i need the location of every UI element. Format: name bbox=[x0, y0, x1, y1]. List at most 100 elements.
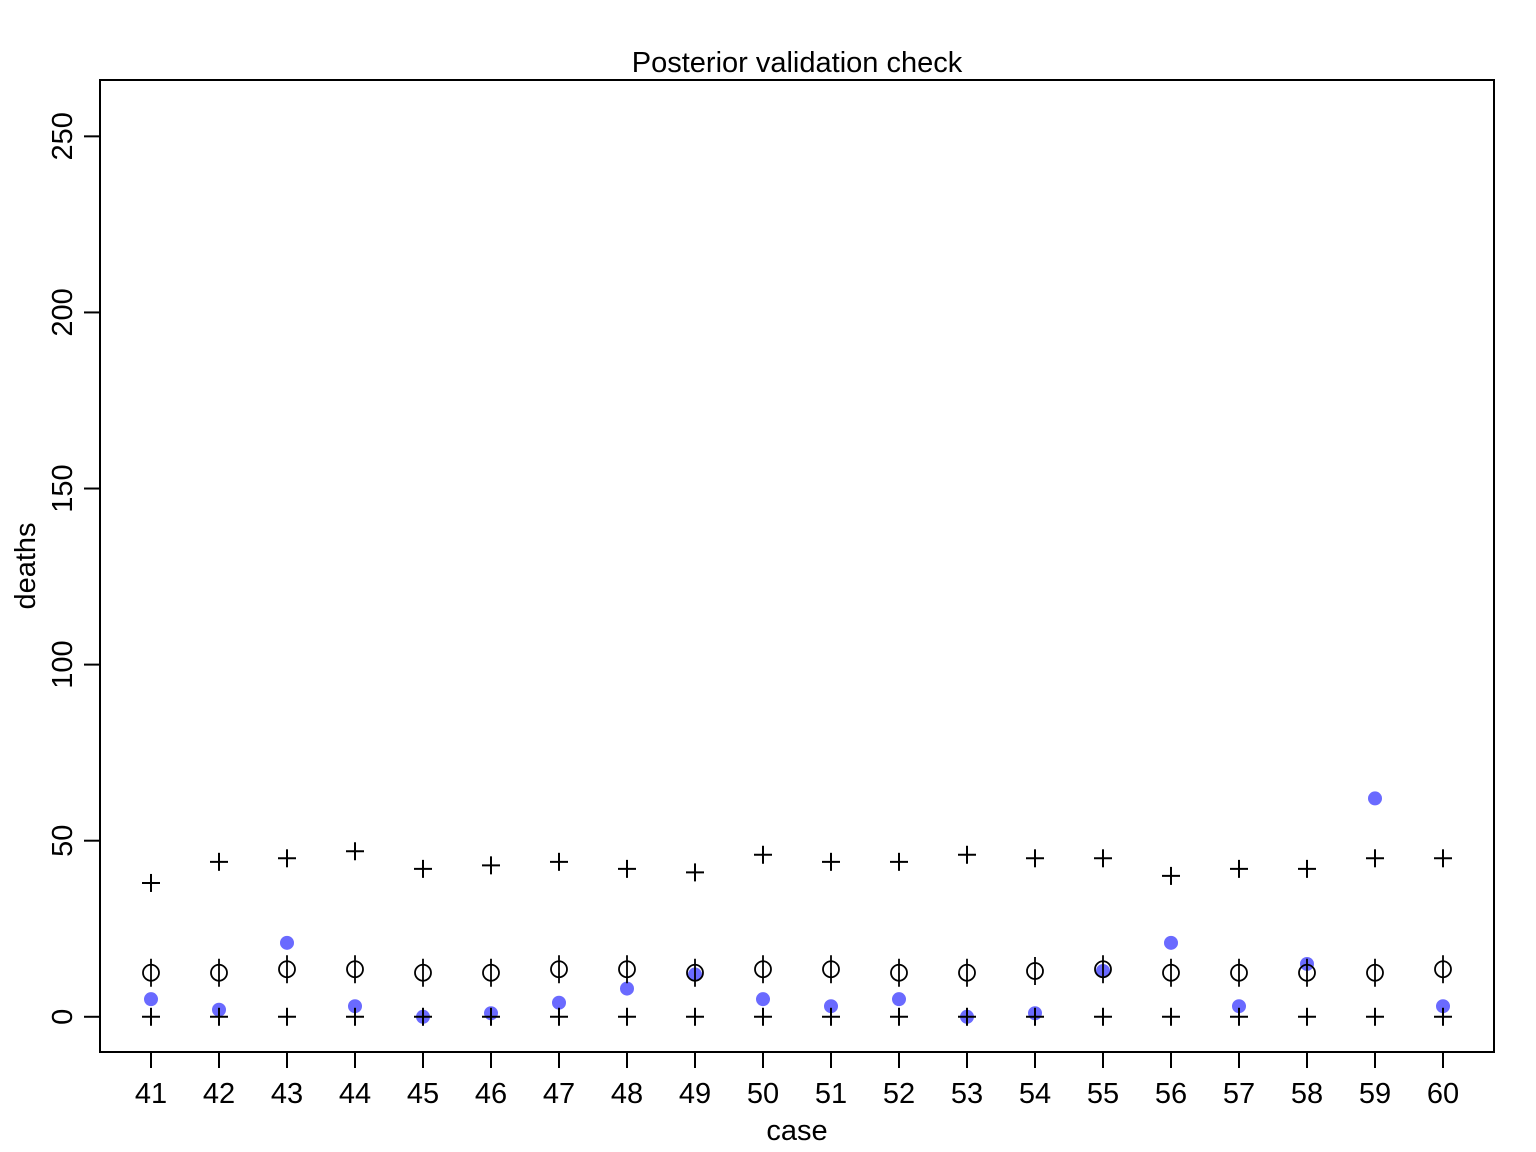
interval-bound-marker bbox=[754, 845, 772, 864]
interval-bound-marker bbox=[1298, 1007, 1316, 1026]
interval-bound-marker bbox=[1230, 859, 1248, 878]
posterior-median-marker bbox=[346, 955, 364, 984]
posterior-median-marker bbox=[1298, 958, 1316, 987]
observed-point bbox=[892, 992, 906, 1007]
posterior-median-marker bbox=[414, 958, 432, 987]
posterior-median-marker bbox=[1366, 958, 1384, 987]
interval-bound-marker bbox=[1162, 1007, 1180, 1026]
observed-point bbox=[620, 981, 634, 996]
observed-point bbox=[348, 999, 362, 1014]
y-tick-label: 150 bbox=[47, 464, 79, 512]
y-tick-label: 200 bbox=[47, 288, 79, 336]
interval-bound-marker bbox=[414, 859, 432, 878]
posterior-median-marker bbox=[1230, 958, 1248, 987]
interval-bound-marker bbox=[686, 1007, 704, 1026]
chart-title: Posterior validation check bbox=[632, 47, 963, 79]
posterior-median-marker bbox=[1162, 958, 1180, 987]
interval-bound-marker bbox=[1366, 849, 1384, 868]
posterior-median-marker bbox=[482, 958, 500, 987]
interval-bound-marker bbox=[142, 1007, 160, 1026]
x-tick-label: 50 bbox=[747, 1078, 779, 1110]
interval-bound-marker bbox=[1162, 866, 1180, 885]
posterior-median-marker bbox=[618, 955, 636, 984]
x-tick-label: 43 bbox=[271, 1078, 303, 1110]
posterior-median-marker bbox=[686, 958, 704, 987]
interval-bound-marker bbox=[278, 849, 296, 868]
interval-bound-marker bbox=[1230, 1007, 1248, 1026]
posterior-median-marker bbox=[1434, 955, 1452, 984]
x-tick-label: 49 bbox=[679, 1078, 711, 1110]
interval-bound-marker bbox=[958, 845, 976, 864]
interval-bound-marker bbox=[686, 863, 704, 882]
x-tick-label: 56 bbox=[1155, 1078, 1187, 1110]
x-tick-label: 57 bbox=[1223, 1078, 1255, 1110]
interval-bound-marker bbox=[890, 852, 908, 871]
observed-point bbox=[824, 999, 838, 1014]
interval-bound-marker bbox=[550, 852, 568, 871]
x-tick-label: 58 bbox=[1291, 1078, 1323, 1110]
interval-bound-marker bbox=[754, 1007, 772, 1026]
y-tick-label: 0 bbox=[47, 1009, 79, 1025]
x-tick-label: 51 bbox=[815, 1078, 847, 1110]
observed-point bbox=[1436, 999, 1450, 1014]
x-tick-label: 41 bbox=[135, 1078, 167, 1110]
interval-bound-marker bbox=[890, 1007, 908, 1026]
x-tick-label: 60 bbox=[1427, 1078, 1459, 1110]
x-tick-label: 44 bbox=[339, 1078, 371, 1110]
observed-point bbox=[1232, 999, 1246, 1014]
posterior-median-marker bbox=[890, 958, 908, 987]
y-tick-label: 50 bbox=[47, 825, 79, 857]
posterior-median-marker bbox=[1026, 957, 1044, 985]
observed-point bbox=[280, 935, 294, 950]
x-tick-label: 45 bbox=[407, 1078, 439, 1110]
x-tick-label: 42 bbox=[203, 1078, 235, 1110]
interval-bound-marker bbox=[414, 1007, 432, 1026]
interval-bound-marker bbox=[550, 1007, 568, 1026]
interval-bound-marker bbox=[1366, 1007, 1384, 1026]
interval-bound-marker bbox=[482, 856, 500, 875]
y-tick-label: 100 bbox=[47, 640, 79, 688]
interval-bound-marker bbox=[1094, 849, 1112, 868]
interval-bound-marker bbox=[618, 859, 636, 878]
x-tick-label: 59 bbox=[1359, 1078, 1391, 1110]
interval-bound-marker bbox=[1094, 1007, 1112, 1026]
interval-bound-marker bbox=[1434, 849, 1452, 868]
x-axis: 41 42 43 44 45 46 47 48 49 50 51 52 53 54 55 56 57 58 59 60 bbox=[135, 1051, 1459, 1110]
x-tick-label: 48 bbox=[611, 1078, 643, 1110]
posterior-median-marker bbox=[822, 955, 840, 984]
interval-bound-marker bbox=[482, 1007, 500, 1026]
x-axis-label: case bbox=[766, 1115, 827, 1147]
x-tick-label: 54 bbox=[1019, 1078, 1051, 1110]
interval-bound-marker bbox=[210, 852, 228, 871]
observed-point bbox=[552, 995, 566, 1010]
posterior-median-marker bbox=[142, 958, 160, 987]
x-tick-label: 52 bbox=[883, 1078, 915, 1110]
interval-bound-marker bbox=[1026, 849, 1044, 868]
interval-bound-marker bbox=[346, 1007, 364, 1026]
posterior-median-marker bbox=[958, 958, 976, 987]
x-tick-label: 55 bbox=[1087, 1078, 1119, 1110]
interval-bound-marker bbox=[1026, 1007, 1044, 1026]
y-tick-label: 250 bbox=[47, 112, 79, 160]
posterior-median-marker bbox=[1094, 955, 1112, 984]
interval-bound-marker bbox=[278, 1007, 296, 1026]
x-tick-label: 46 bbox=[475, 1078, 507, 1110]
interval-bound-marker bbox=[822, 852, 840, 871]
interval-bound-marker bbox=[142, 873, 160, 892]
interval-bound-marker bbox=[346, 842, 364, 861]
x-tick-label: 47 bbox=[543, 1078, 575, 1110]
interval-bound-marker bbox=[1434, 1007, 1452, 1026]
observed-point bbox=[1368, 791, 1382, 806]
interval-bound-marker bbox=[958, 1007, 976, 1026]
posterior-median-marker bbox=[550, 955, 568, 984]
posterior-median-marker bbox=[210, 958, 228, 987]
interval-bound-marker bbox=[618, 1007, 636, 1026]
observed-point bbox=[1164, 935, 1178, 950]
posterior-median-marker bbox=[278, 955, 296, 984]
observed-point bbox=[756, 992, 770, 1007]
y-axis: 0 50 100 150 200 250 bbox=[47, 112, 101, 1025]
interval-bound-marker bbox=[210, 1007, 228, 1026]
interval-bound-marker bbox=[822, 1007, 840, 1026]
